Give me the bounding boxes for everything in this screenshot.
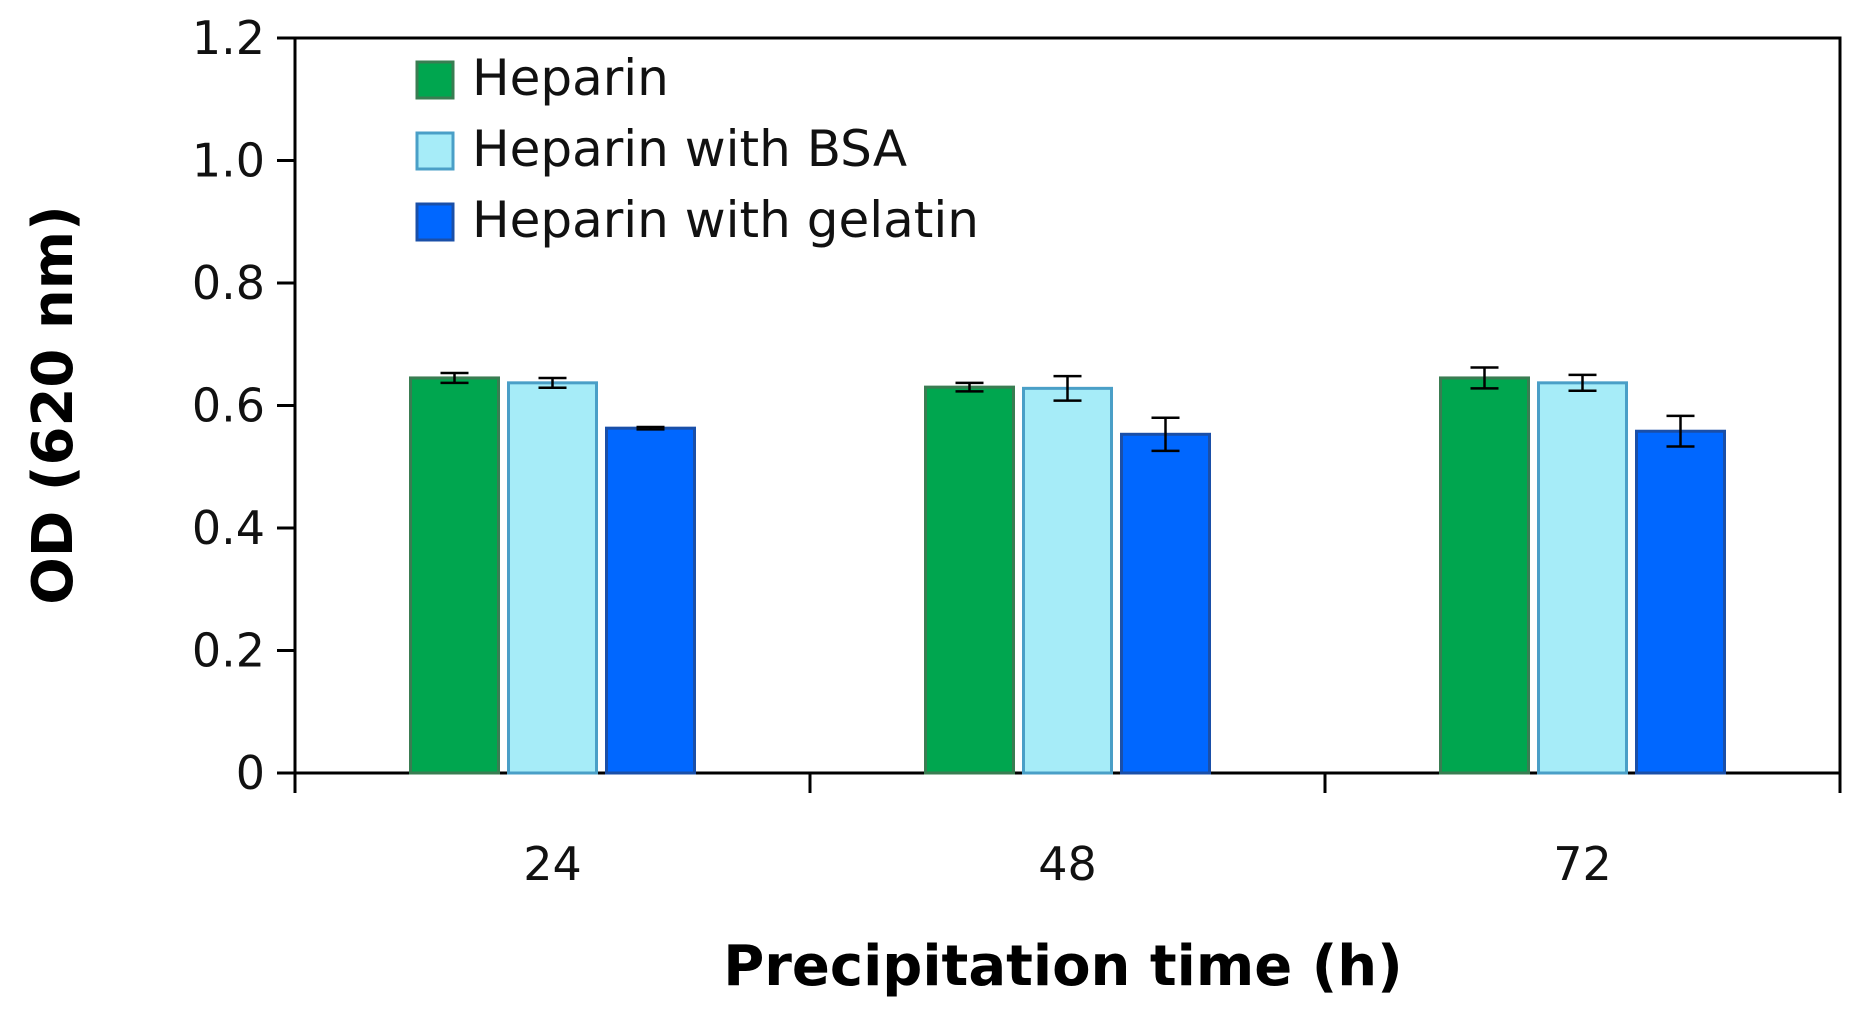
x-axis-title: Precipitation time (h) (723, 934, 1403, 999)
legend-swatch (415, 131, 455, 171)
y-tick-label: 1.2 (192, 11, 265, 65)
y-tick-label: 0 (236, 746, 265, 800)
y-axis: 0 0.2 0.4 0.6 0.8 1.0 1.2 (192, 11, 295, 800)
legend-swatch (415, 60, 455, 100)
x-tick-label: 24 (523, 837, 582, 891)
bar (1120, 432, 1211, 775)
legend-label: Heparin with gelatin (472, 191, 979, 249)
bar (409, 376, 500, 775)
y-tick-label: 0.6 (192, 379, 265, 433)
bar (1537, 381, 1628, 775)
legend-label: Heparin with BSA (472, 120, 907, 178)
bar (1635, 429, 1726, 775)
bar (924, 385, 1015, 775)
bar (507, 381, 598, 775)
bars-layer (409, 376, 1726, 775)
x-tick-label: 48 (1038, 837, 1097, 891)
y-axis-title: OD (620 nm) (21, 205, 86, 604)
y-tick-label: 0.8 (192, 256, 265, 310)
y-tick-label: 0.2 (192, 624, 265, 678)
y-tick-label: 0.4 (192, 501, 265, 555)
y-tick-label: 1.0 (192, 134, 265, 188)
legend: Heparin Heparin with BSA Heparin with gela… (415, 49, 979, 249)
error-bars-layer (440, 366, 1695, 453)
bar (1439, 376, 1530, 775)
x-axis: 24 48 72 (293, 773, 1842, 891)
bar (605, 426, 696, 775)
x-tick-label: 72 (1553, 837, 1612, 891)
legend-label: Heparin (472, 49, 669, 107)
bar (1022, 386, 1113, 775)
legend-swatch (415, 202, 455, 242)
